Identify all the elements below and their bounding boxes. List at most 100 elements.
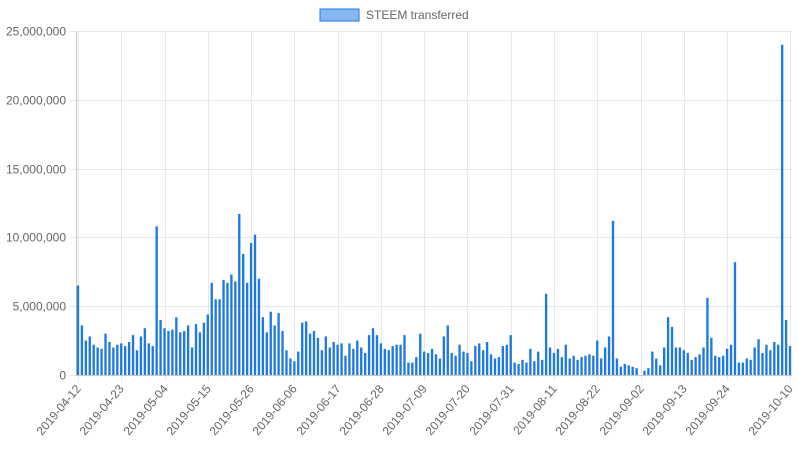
bar[interactable] (183, 330, 186, 375)
bar[interactable] (564, 344, 567, 375)
bar[interactable] (245, 282, 249, 375)
bar[interactable] (167, 330, 170, 375)
bar[interactable] (729, 344, 733, 375)
bar[interactable] (324, 336, 327, 375)
bar[interactable] (360, 347, 363, 375)
bar[interactable] (131, 335, 135, 375)
bar[interactable] (537, 351, 540, 375)
bar[interactable] (485, 341, 489, 375)
bar[interactable] (438, 358, 442, 375)
bar[interactable] (450, 352, 453, 375)
bar[interactable] (257, 278, 261, 375)
bar[interactable] (619, 366, 623, 375)
bar[interactable] (426, 352, 430, 375)
bar[interactable] (163, 328, 166, 375)
bar[interactable] (202, 322, 206, 375)
bar[interactable] (682, 350, 685, 375)
bar[interactable] (662, 347, 666, 375)
bar[interactable] (690, 359, 693, 375)
bar[interactable] (112, 347, 115, 375)
bar[interactable] (643, 370, 646, 375)
bar[interactable] (552, 352, 556, 375)
bar[interactable] (580, 357, 583, 375)
bar[interactable] (670, 326, 674, 375)
bar[interactable] (517, 363, 520, 375)
bar[interactable] (647, 368, 650, 375)
bar[interactable] (261, 317, 265, 375)
bar[interactable] (332, 341, 335, 375)
bar[interactable] (572, 355, 575, 375)
bar[interactable] (482, 350, 485, 375)
bar[interactable] (556, 348, 560, 375)
bar[interactable] (548, 347, 552, 375)
bar[interactable] (592, 355, 595, 375)
bar[interactable] (304, 321, 308, 375)
bar[interactable] (533, 361, 536, 375)
bar[interactable] (576, 359, 579, 375)
bar[interactable] (186, 325, 190, 375)
bar[interactable] (584, 355, 587, 375)
bar[interactable] (509, 335, 512, 375)
bar[interactable] (320, 350, 324, 375)
bar[interactable] (718, 357, 721, 375)
bar[interactable] (316, 337, 320, 375)
bar[interactable] (367, 335, 371, 375)
bar[interactable] (474, 346, 477, 375)
bar[interactable] (344, 355, 347, 375)
bar[interactable] (127, 341, 131, 375)
bar[interactable] (391, 346, 394, 375)
bar[interactable] (761, 352, 764, 375)
bar[interactable] (607, 336, 611, 375)
bar[interactable] (529, 348, 532, 375)
bar[interactable] (84, 340, 88, 375)
bar[interactable] (497, 357, 501, 375)
bar[interactable] (124, 346, 127, 375)
bar[interactable] (179, 332, 182, 375)
bar[interactable] (363, 352, 367, 375)
bar[interactable] (285, 350, 288, 375)
bar[interactable] (415, 357, 418, 375)
bar[interactable] (289, 358, 292, 375)
bar[interactable] (777, 344, 780, 375)
bar[interactable] (666, 317, 670, 375)
bar[interactable] (411, 362, 414, 375)
bar[interactable] (635, 368, 638, 375)
bar[interactable] (513, 362, 516, 375)
bar[interactable] (198, 332, 202, 375)
bar[interactable] (686, 352, 689, 375)
bar[interactable] (611, 220, 615, 375)
bar[interactable] (544, 293, 548, 375)
bar[interactable] (210, 282, 213, 375)
bar[interactable] (702, 347, 705, 375)
bar[interactable] (489, 354, 493, 375)
bar[interactable] (422, 351, 426, 375)
bar[interactable] (143, 328, 147, 375)
bar[interactable] (175, 317, 178, 375)
legend-label[interactable]: STEEM transferred (366, 8, 469, 22)
bar[interactable] (521, 359, 524, 375)
bar[interactable] (151, 346, 154, 375)
bar[interactable] (92, 344, 95, 375)
bar[interactable] (348, 343, 351, 375)
bar[interactable] (253, 234, 257, 375)
bar[interactable] (454, 355, 457, 375)
bar[interactable] (277, 313, 280, 375)
bar[interactable] (773, 341, 776, 375)
bar[interactable] (769, 350, 772, 375)
bar[interactable] (419, 333, 422, 375)
bar[interactable] (505, 344, 508, 375)
bar[interactable] (293, 361, 296, 375)
bar[interactable] (104, 333, 107, 375)
bar[interactable] (525, 362, 528, 375)
bar[interactable] (478, 343, 481, 375)
bar[interactable] (108, 341, 111, 375)
bar[interactable] (96, 347, 99, 375)
bar[interactable] (222, 280, 225, 375)
bar[interactable] (190, 347, 194, 375)
bar[interactable] (780, 44, 784, 375)
bar[interactable] (135, 350, 139, 375)
bar[interactable] (603, 347, 607, 375)
legend-swatch[interactable] (319, 8, 360, 22)
bar[interactable] (375, 335, 379, 375)
bar[interactable] (147, 343, 150, 375)
